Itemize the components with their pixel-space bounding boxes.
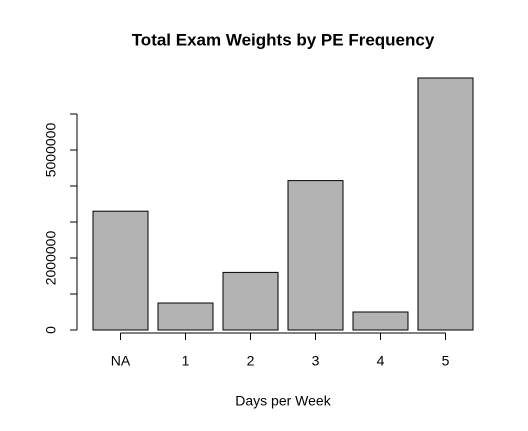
y-tick-label: 0 xyxy=(43,326,59,334)
x-tick-label: NA xyxy=(111,353,131,369)
x-tick-label: 1 xyxy=(182,353,190,369)
y-tick-label: 2000000 xyxy=(43,231,59,286)
bar xyxy=(352,311,409,331)
x-tick-label: 2 xyxy=(247,353,255,369)
bar xyxy=(417,77,474,331)
y-tick-label: 5000000 xyxy=(43,123,59,178)
x-axis-label: Days per Week xyxy=(235,393,331,409)
bar xyxy=(222,271,279,331)
x-tick-label: 4 xyxy=(377,353,385,369)
chart-title: Total Exam Weights by PE Frequency xyxy=(132,30,435,49)
bar xyxy=(287,180,344,331)
x-tick-label: 3 xyxy=(312,353,320,369)
bar xyxy=(157,302,214,331)
x-tick-label: 5 xyxy=(442,353,450,369)
bar xyxy=(92,210,149,331)
